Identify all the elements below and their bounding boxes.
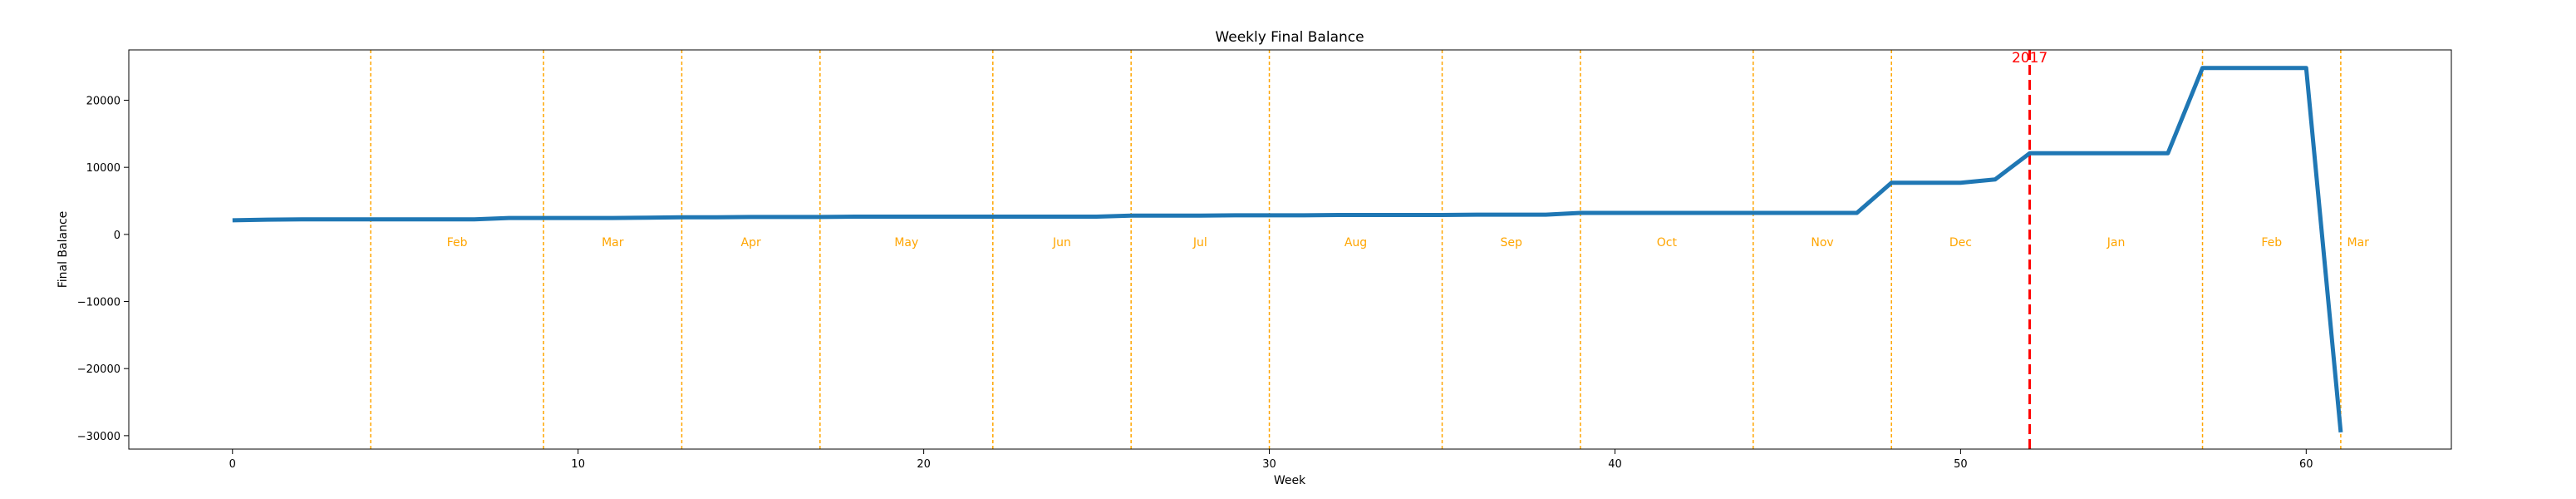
- plot-background: [129, 50, 2451, 449]
- month-label-4: Jun: [1052, 236, 1071, 250]
- month-label-2: Apr: [741, 236, 761, 250]
- x-tick-label-6: 60: [2299, 458, 2313, 471]
- x-axis-ticks: 0 10 20 30 40 50 60: [229, 449, 2313, 471]
- month-label-8: Oct: [1657, 236, 1678, 250]
- month-label-0: Feb: [447, 236, 468, 250]
- month-label-13: Mar: [2347, 236, 2369, 250]
- y-tick-label-0: −30000: [77, 431, 120, 443]
- month-label-10: Dec: [1949, 236, 1972, 250]
- month-label-5: Jul: [1192, 236, 1207, 250]
- x-tick-label-3: 30: [1262, 458, 1276, 471]
- month-label-7: Sep: [1500, 236, 1522, 250]
- x-tick-label-5: 50: [1954, 458, 1968, 471]
- y-tick-label-4: 10000: [86, 162, 120, 175]
- series-line-0: [232, 66, 2343, 433]
- month-label-3: May: [894, 236, 918, 250]
- month-label-1: Mar: [602, 236, 624, 250]
- y-tick-label-5: 20000: [86, 96, 120, 108]
- month-label-11: Jan: [2107, 236, 2126, 250]
- y-axis-label: Final Balance: [57, 211, 70, 289]
- y-tick-label-2: −10000: [77, 297, 120, 309]
- x-tick-label-0: 0: [229, 458, 236, 471]
- plot-frame: [128, 49, 2452, 450]
- series-lines: [232, 66, 2343, 433]
- y-tick-label-1: −20000: [77, 363, 120, 376]
- y-axis-ticks: −30000 −20000 −10000 0 10000 20000: [77, 96, 129, 443]
- year-label-0: 2017: [2012, 50, 2048, 67]
- month-label-6: Aug: [1345, 236, 1367, 250]
- x-tick-label-2: 20: [917, 458, 931, 471]
- x-tick-label-1: 10: [571, 458, 585, 471]
- month-labels: Feb Mar Apr May Jun Jul Aug Sep Oct Nov Dec Jan Feb M…: [447, 236, 2369, 250]
- year-labels: 2017: [2012, 50, 2048, 67]
- x-tick-label-4: 40: [1608, 458, 1622, 471]
- x-axis-label: Week: [1274, 474, 1306, 487]
- chart-title: Weekly Final Balance: [1215, 29, 1364, 46]
- month-label-12: Feb: [2261, 236, 2282, 250]
- month-label-9: Nov: [1811, 236, 1833, 250]
- y-tick-label-3: 0: [114, 230, 120, 242]
- month-boundary-lines: [370, 50, 2342, 449]
